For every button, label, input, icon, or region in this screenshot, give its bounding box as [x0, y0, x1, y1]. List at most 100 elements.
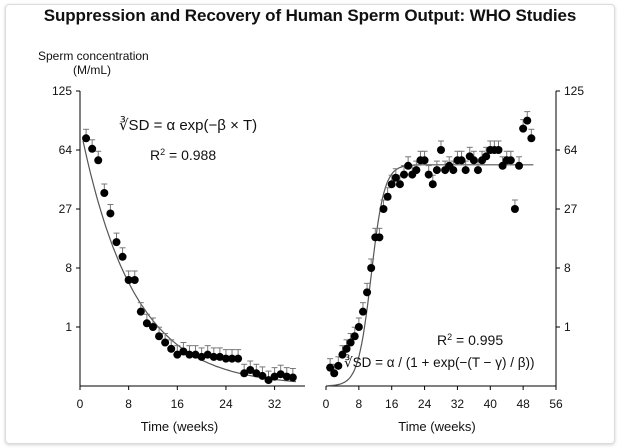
data-point [334, 361, 343, 370]
fit-equation: ∛SD = α / (1 + exp(−(T − γ) / β)) [344, 354, 534, 370]
x-tick-label: 16 [385, 397, 399, 411]
data-point [173, 350, 182, 359]
data-point [494, 146, 503, 154]
data-point [420, 156, 429, 165]
data-point [282, 372, 291, 381]
r-squared-label: R2 = 0.995 [437, 332, 503, 348]
data-point [437, 146, 445, 154]
figure-title: Suppression and Recovery of Human Sperm … [43, 6, 577, 25]
data-point [276, 370, 285, 379]
y-tick-label: 27 [564, 202, 578, 216]
data-point [288, 373, 297, 382]
x-tick-label: 0 [77, 397, 84, 411]
y-tick-label: 64 [59, 143, 73, 157]
data-point [527, 134, 536, 143]
data-point [482, 152, 491, 161]
x-tick-label: 32 [451, 397, 465, 411]
data-point [246, 365, 255, 374]
fit-curve [328, 164, 534, 387]
y-tick-label: 8 [564, 261, 571, 275]
y-tick-label: 64 [564, 143, 578, 157]
y-tick-label: 1 [564, 320, 571, 334]
data-point [391, 173, 400, 182]
data-point [136, 307, 145, 316]
data-point [179, 347, 188, 356]
data-point [515, 161, 524, 170]
x-tick-label: 24 [418, 397, 432, 411]
data-point [82, 134, 91, 143]
x-tick-label: 32 [268, 397, 282, 411]
data-point [94, 156, 103, 165]
data-point [240, 369, 249, 378]
data-point [330, 369, 339, 378]
data-point [379, 205, 388, 213]
data-point [124, 275, 133, 284]
x-tick-label: 48 [516, 397, 530, 411]
x-tick-label: 24 [219, 397, 233, 411]
y-tick-label: 1 [65, 320, 72, 334]
data-point [473, 166, 482, 175]
data-point [142, 319, 151, 328]
data-point [234, 354, 243, 363]
data-point [161, 338, 170, 347]
y-tick-label: 8 [65, 261, 72, 275]
fit-equation: ∛SD = α exp(−β × T) [119, 116, 257, 134]
data-point [510, 205, 519, 213]
data-point [258, 371, 267, 380]
data-point [469, 156, 478, 165]
data-point [424, 170, 433, 179]
data-point [203, 350, 212, 359]
data-point [358, 307, 367, 316]
y-tick-label: 125 [564, 84, 584, 98]
data-point [428, 180, 437, 189]
data-point [342, 344, 351, 353]
data-point [461, 166, 470, 175]
data-point [155, 332, 164, 341]
x-tick-label: 16 [171, 397, 185, 411]
x-tick-label: 40 [484, 397, 498, 411]
x-tick-label: 8 [356, 397, 363, 411]
x-tick-label: 56 [549, 397, 563, 411]
data-point [432, 166, 441, 175]
data-point [383, 192, 392, 201]
y-axis-label: Sperm concentration [38, 49, 149, 63]
panel-recovery: 0 8 16 24 32 40 48 56 Time (weeks) 1 8 27 64 125 R2 = … [323, 84, 585, 434]
data-point [118, 252, 127, 261]
data-point [197, 352, 206, 361]
data-point [350, 332, 359, 341]
r-squared-label: R2 = 0.988 [150, 147, 216, 163]
data-point [354, 323, 363, 331]
data-point [326, 363, 335, 372]
data-point [185, 350, 194, 359]
data-point [412, 166, 421, 175]
data-point [215, 352, 224, 361]
data-point [395, 180, 404, 189]
data-point [523, 116, 532, 125]
data-point [270, 372, 279, 381]
panel-suppression: 0 8 16 24 32 Time (weeks) 1 8 27 64 125 ∛SD = α exp… [52, 84, 305, 434]
y-tick-label: 125 [52, 84, 72, 98]
data-point [130, 275, 139, 284]
y-tick-label: 27 [59, 202, 73, 216]
data-point [338, 350, 347, 359]
data-point [221, 354, 230, 363]
data-point [106, 209, 115, 218]
data-point [100, 189, 109, 198]
data-point [112, 238, 121, 247]
data-point [228, 354, 237, 363]
data-point [457, 156, 466, 165]
data-point [449, 166, 458, 175]
data-point [387, 180, 396, 189]
data-point [167, 344, 176, 353]
x-tick-label: 0 [323, 397, 330, 411]
y-axis-unit: (M/mL) [73, 63, 111, 77]
data-point [404, 161, 413, 170]
data-point [148, 323, 157, 331]
data-point [191, 350, 200, 359]
data-point [209, 352, 218, 361]
data-point [400, 170, 409, 179]
x-axis-label: Time (weeks) [141, 419, 219, 434]
data-point [498, 161, 507, 170]
data-point [506, 156, 515, 165]
